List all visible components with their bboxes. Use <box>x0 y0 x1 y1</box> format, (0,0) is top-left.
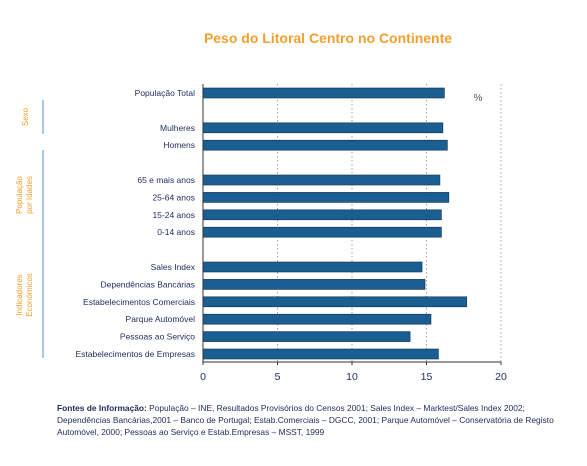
category-label-8: Dependências Bancárias <box>100 279 195 289</box>
bar-2 <box>202 139 448 151</box>
category-label-9: Estabelecimentos Comerciais <box>83 297 195 307</box>
category-label-2: Homens <box>163 140 195 150</box>
bar-1 <box>202 122 444 134</box>
group-label-2: IndicadoresEconómicos <box>15 273 34 317</box>
category-label-6: 0-14 anos <box>157 227 195 237</box>
category-label-5: 15-24 anos <box>152 210 195 220</box>
category-label-0: População Total <box>135 88 195 98</box>
x-tick-label-5: 5 <box>275 371 281 383</box>
category-label-7: Sales Index <box>151 262 196 272</box>
bar-chart: Peso do Litoral Centro no Continente % P… <box>15 30 507 383</box>
group-label-0: Sexo <box>21 107 30 126</box>
bar-12 <box>202 348 439 360</box>
x-tick-label-20: 20 <box>495 371 507 383</box>
sources-text: População – INE, Resultados Provisórios … <box>57 403 554 437</box>
chart-title: Peso do Litoral Centro no Continente <box>204 30 452 46</box>
bar-7 <box>202 261 423 273</box>
group-labels: Sexo Populaçãopor Idades IndicadoresEconóm… <box>15 100 44 358</box>
bar-6 <box>202 226 442 238</box>
bar-5 <box>202 209 442 221</box>
group-label-1: Populaçãopor Idades <box>15 176 34 214</box>
bar-11 <box>202 331 411 342</box>
category-label-1: Mulheres <box>160 123 195 133</box>
category-label-4: 25-64 anos <box>152 192 195 202</box>
category-label-12: Estabelecimentos de Empresas <box>75 349 195 359</box>
x-tick-label-15: 15 <box>421 371 433 383</box>
bars <box>202 87 468 360</box>
category-label-11: Pessoas ao Serviço <box>120 332 195 342</box>
bar-4 <box>202 192 450 203</box>
category-labels: População Total Mulheres Homens 65 e mais a… <box>75 88 195 359</box>
unit-label: % <box>474 93 483 104</box>
x-axis: 0 5 10 15 20 <box>200 84 507 383</box>
bar-10 <box>202 313 432 325</box>
sources-label: Fontes de Informação: <box>57 403 147 413</box>
x-tick-label-10: 10 <box>346 371 358 383</box>
bar-8 <box>202 279 426 290</box>
category-label-3: 65 e mais anos <box>137 175 195 185</box>
bar-0 <box>202 87 445 99</box>
bar-3 <box>202 174 441 186</box>
category-label-10: Parque Automóvel <box>126 314 196 324</box>
sources-note: Fontes de Informação: População – INE, R… <box>57 403 577 438</box>
x-tick-label-0: 0 <box>200 371 206 383</box>
bar-9 <box>202 296 468 308</box>
